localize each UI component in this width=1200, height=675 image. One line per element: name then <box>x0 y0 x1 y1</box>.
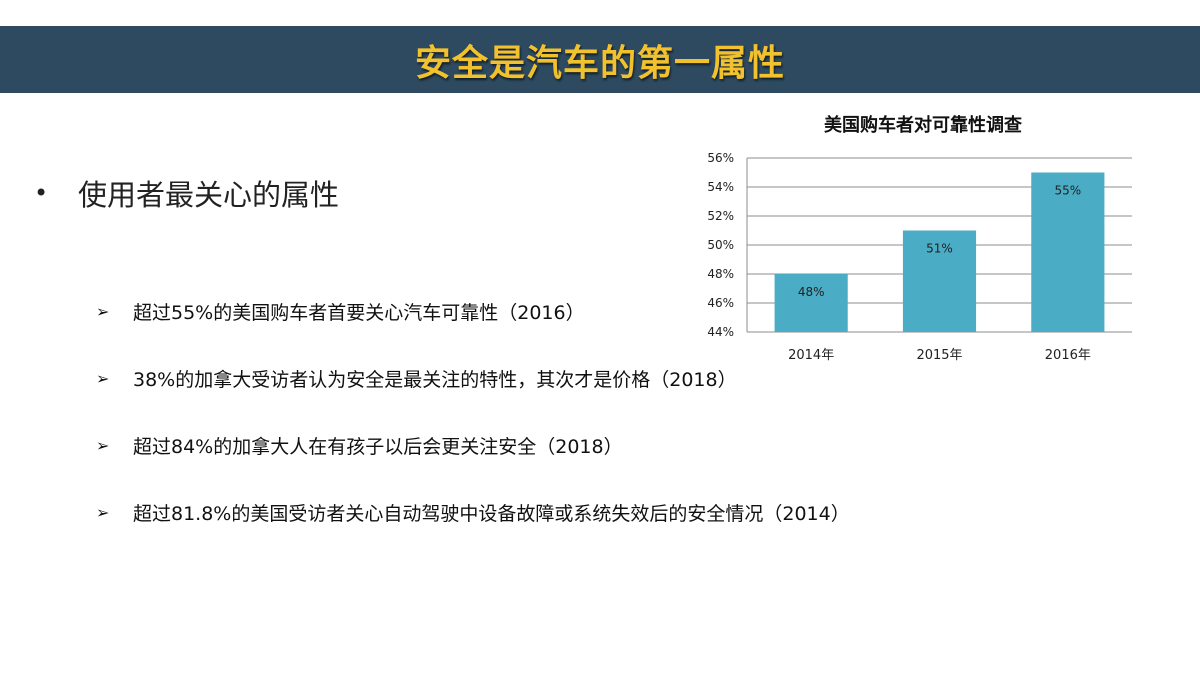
slide-title: 安全是汽车的第一属性 <box>414 42 785 84</box>
bar <box>774 274 848 332</box>
y-tick-label: 54% <box>707 180 734 194</box>
x-tick-label: 2016年 <box>1045 348 1091 363</box>
sub-bullet-text: 超过55%的美国购车者首要关心汽车可靠性（2016） <box>133 301 585 324</box>
bar-data-label: 55% <box>1054 184 1081 198</box>
y-tick-label: 52% <box>707 209 734 223</box>
arrow-bullet-icon: ➢ <box>96 301 110 321</box>
x-tick-label: 2015年 <box>916 348 962 363</box>
sub-bullet-item: ➢ 超过55%的美国购车者首要关心汽车可靠性（2016） <box>96 294 850 328</box>
sub-bullet-list: ➢ 超过55%的美国购车者首要关心汽车可靠性（2016） ➢ 38%的加拿大受访… <box>96 294 850 529</box>
bar <box>1031 172 1105 332</box>
bar-data-label: 48% <box>798 285 825 299</box>
y-tick-label: 44% <box>707 325 734 339</box>
reliability-survey-chart: 美国购车者对可靠性调查 44% 46% 48% 50% 52% 54% 56% 48% 2014… <box>690 105 1150 375</box>
sub-bullet-text: 超过84%的加拿大人在有孩子以后会更关注安全（2018） <box>133 435 623 458</box>
y-tick-label: 56% <box>707 151 734 165</box>
bar <box>902 230 977 332</box>
sub-bullet-item: ➢ 超过84%的加拿大人在有孩子以后会更关注安全（2018） <box>96 428 850 462</box>
y-tick-label: 48% <box>707 267 734 281</box>
sub-bullet-item: ➢ 超过81.8%的美国受访者关心自动驾驶中设备故障或系统失效后的安全情况（20… <box>96 495 850 529</box>
y-tick-label: 46% <box>707 296 734 310</box>
title-bar: 安全是汽车的第一属性 <box>0 26 1200 93</box>
bar-chart-svg: 美国购车者对可靠性调查 44% 46% 48% 50% 52% 54% 56% 48% 2014… <box>707 114 1132 363</box>
bar-data-label: 51% <box>926 242 953 256</box>
arrow-bullet-icon: ➢ <box>96 368 110 388</box>
main-bullet-text: 使用者最关心的属性 <box>78 178 340 212</box>
arrow-bullet-icon: ➢ <box>96 435 110 455</box>
chart-title: 美国购车者对可靠性调查 <box>824 114 1022 136</box>
x-tick-label: 2014年 <box>788 348 834 363</box>
sub-bullet-text: 超过81.8%的美国受访者关心自动驾驶中设备故障或系统失效后的安全情况（2014… <box>133 502 850 525</box>
sub-bullet-item: ➢ 38%的加拿大受访者认为安全是最关注的特性，其次才是价格（2018） <box>96 361 850 395</box>
arrow-bullet-icon: ➢ <box>96 502 110 522</box>
bullet-dot-icon: • <box>34 179 49 207</box>
sub-bullet-text: 38%的加拿大受访者认为安全是最关注的特性，其次才是价格（2018） <box>133 368 737 391</box>
main-bullet: • 使用者最关心的属性 <box>34 172 339 214</box>
y-tick-label: 50% <box>707 238 734 252</box>
